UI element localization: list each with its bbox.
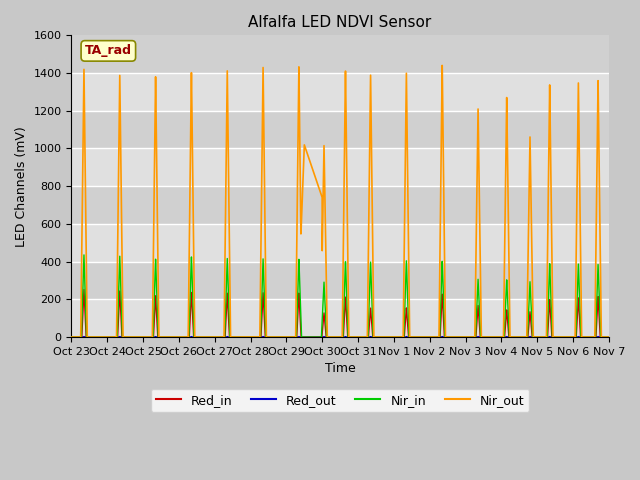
X-axis label: Time: Time <box>324 362 355 375</box>
Legend: Red_in, Red_out, Nir_in, Nir_out: Red_in, Red_out, Nir_in, Nir_out <box>151 389 529 412</box>
Bar <box>72 300 609 337</box>
Bar <box>72 186 609 224</box>
Text: TA_rad: TA_rad <box>85 44 132 58</box>
Bar <box>72 262 609 300</box>
Bar <box>72 111 609 148</box>
Title: Alfalfa LED NDVI Sensor: Alfalfa LED NDVI Sensor <box>248 15 432 30</box>
Bar <box>72 36 609 73</box>
Y-axis label: LED Channels (mV): LED Channels (mV) <box>15 126 28 247</box>
Bar <box>72 224 609 262</box>
Bar <box>72 73 609 111</box>
Bar <box>72 148 609 186</box>
